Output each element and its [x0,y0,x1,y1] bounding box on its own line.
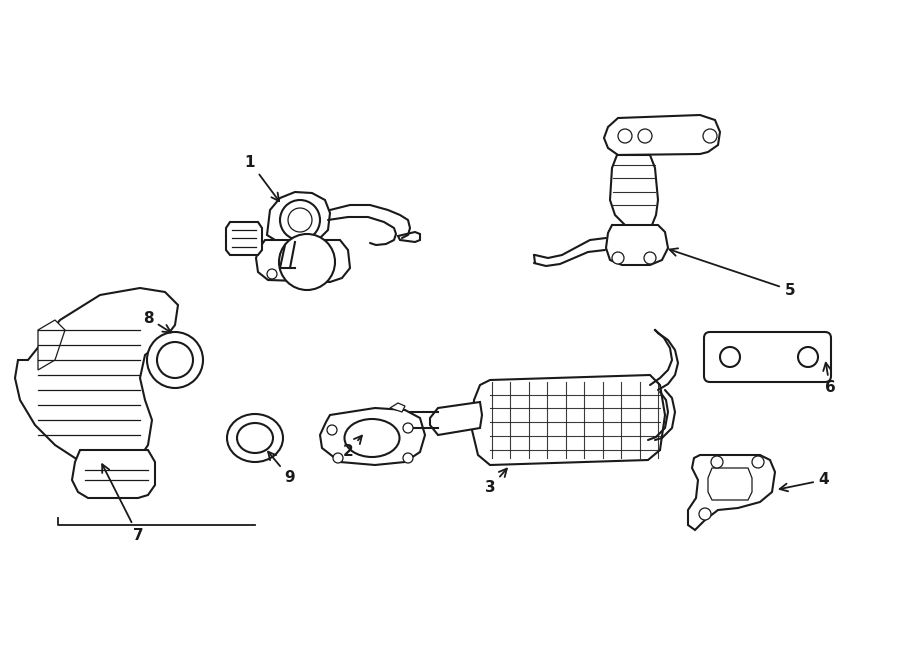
Circle shape [752,456,764,468]
Text: 4: 4 [779,473,829,491]
Polygon shape [15,288,178,468]
Polygon shape [606,225,668,265]
Circle shape [618,129,632,143]
Polygon shape [708,468,752,500]
Polygon shape [610,155,658,228]
Text: 2: 2 [343,436,362,459]
Circle shape [644,252,656,264]
Circle shape [403,423,413,433]
Polygon shape [398,232,420,242]
Polygon shape [226,222,262,255]
Polygon shape [472,375,665,465]
Ellipse shape [345,419,400,457]
Text: 9: 9 [268,451,295,485]
Polygon shape [267,192,330,242]
Circle shape [327,425,337,435]
Circle shape [157,342,193,378]
Polygon shape [72,450,155,498]
Circle shape [703,129,717,143]
Circle shape [720,347,740,367]
Text: 1: 1 [245,154,279,201]
Circle shape [280,200,320,240]
Polygon shape [320,408,425,465]
Circle shape [147,332,203,388]
Circle shape [333,453,343,463]
Circle shape [798,347,818,367]
Text: 5: 5 [670,248,796,297]
Text: 6: 6 [824,363,835,395]
Polygon shape [390,403,405,412]
Circle shape [267,269,277,279]
Polygon shape [604,115,720,155]
Circle shape [403,453,413,463]
Ellipse shape [237,423,273,453]
Circle shape [699,508,711,520]
Circle shape [711,456,723,468]
Polygon shape [256,240,350,282]
Text: 7: 7 [103,464,143,542]
Text: 8: 8 [143,310,171,332]
Circle shape [638,129,652,143]
Polygon shape [688,455,775,530]
Circle shape [612,252,624,264]
Polygon shape [38,320,65,370]
Text: 3: 3 [485,469,507,495]
FancyBboxPatch shape [704,332,831,382]
Polygon shape [430,402,482,435]
Circle shape [279,234,335,290]
Ellipse shape [227,414,283,462]
